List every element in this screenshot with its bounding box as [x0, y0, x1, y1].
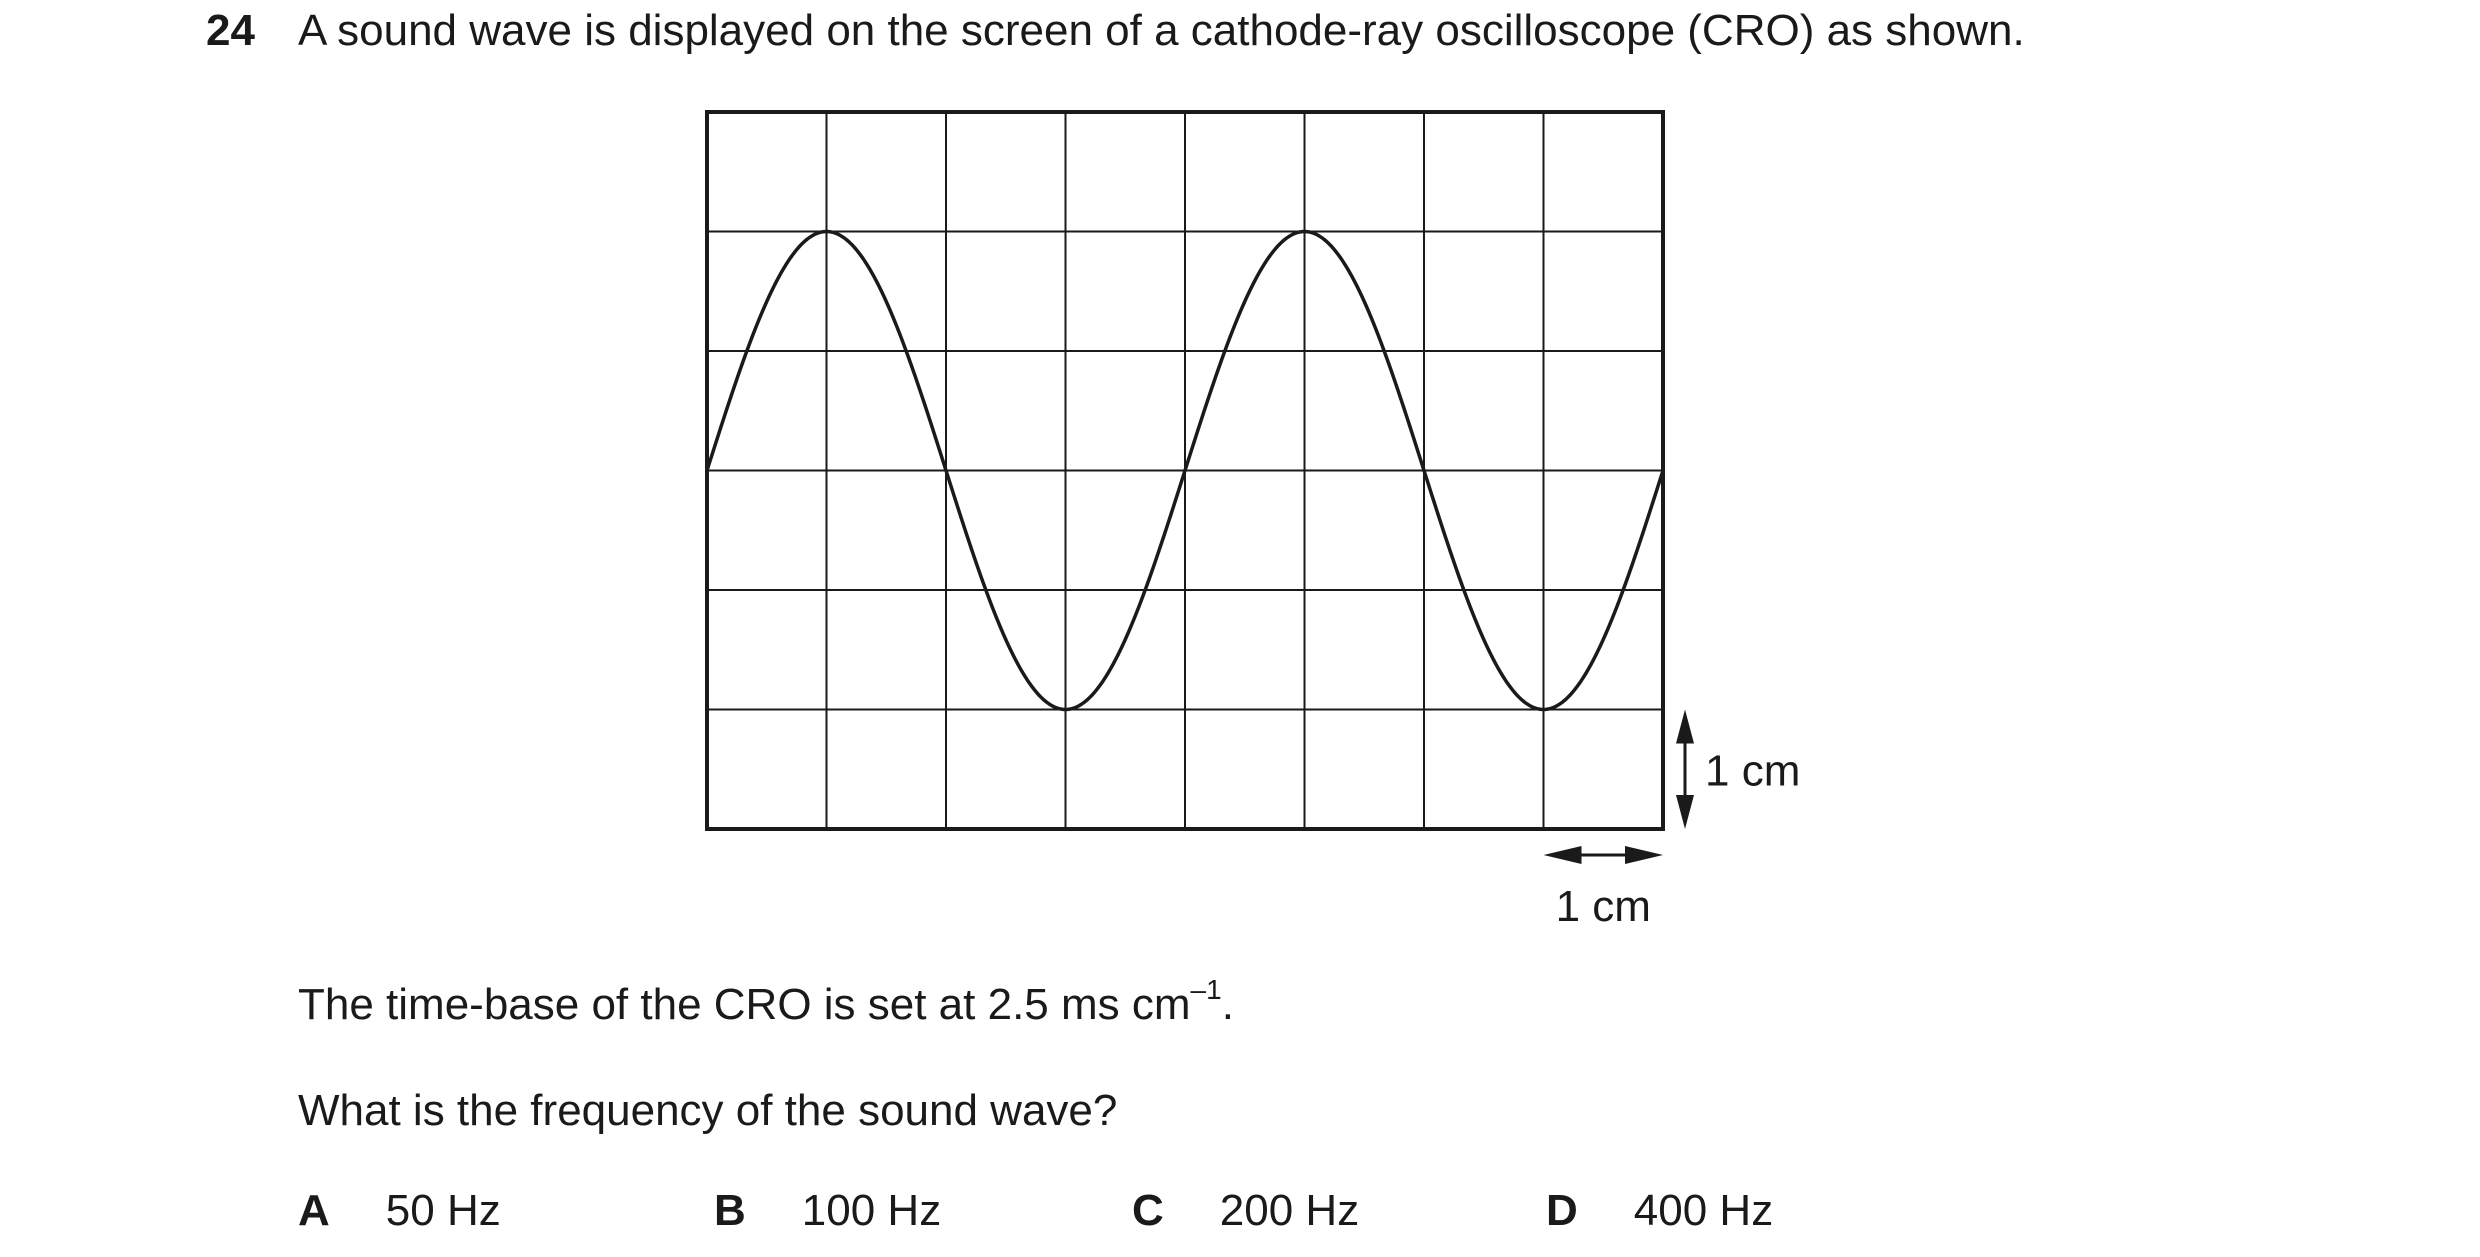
- option-a[interactable]: A 50 Hz: [298, 1180, 501, 1242]
- option-a-letter: A: [298, 1186, 330, 1235]
- sound-wave-trace: [705, 229, 1665, 712]
- vertical-scale-arrow-head-bottom: [1676, 795, 1694, 829]
- option-c-value: 200 Hz: [1219, 1186, 1360, 1235]
- horizontal-scale-label: 1 cm: [1556, 882, 1651, 931]
- option-a-value: 50 Hz: [385, 1186, 501, 1235]
- vertical-scale-indicator: 1 cm: [1676, 709, 1800, 829]
- question-number: 24: [206, 6, 255, 55]
- horizontal-scale-arrow-head-right: [1625, 846, 1663, 864]
- timebase-end: .: [1221, 980, 1234, 1029]
- option-b-letter: B: [714, 1186, 746, 1235]
- option-c[interactable]: C 200 Hz: [1132, 1180, 1359, 1242]
- horizontal-scale-indicator: 1 cm: [1543, 846, 1663, 931]
- vertical-scale-label: 1 cm: [1705, 746, 1800, 795]
- horizontal-scale-arrow-head-left: [1543, 846, 1582, 864]
- question-text: A sound wave is displayed on the screen …: [298, 6, 2025, 55]
- option-b[interactable]: B 100 Hz: [714, 1180, 941, 1242]
- timebase-statement: The time-base of the CRO is set at 2.5 m…: [298, 974, 1234, 1036]
- timebase-text: The time-base of the CRO is set at 2.5 m…: [298, 980, 1191, 1029]
- question-prompt: What is the frequency of the sound wave?: [298, 1086, 1118, 1135]
- option-d-value: 400 Hz: [1633, 1186, 1774, 1235]
- option-c-letter: C: [1132, 1186, 1164, 1235]
- option-b-value: 100 Hz: [801, 1186, 942, 1235]
- option-d[interactable]: D 400 Hz: [1546, 1180, 1773, 1242]
- option-d-letter: D: [1546, 1186, 1578, 1235]
- timebase-unit-exponent: –1: [1190, 974, 1222, 1006]
- vertical-scale-arrow-head-top: [1676, 709, 1694, 744]
